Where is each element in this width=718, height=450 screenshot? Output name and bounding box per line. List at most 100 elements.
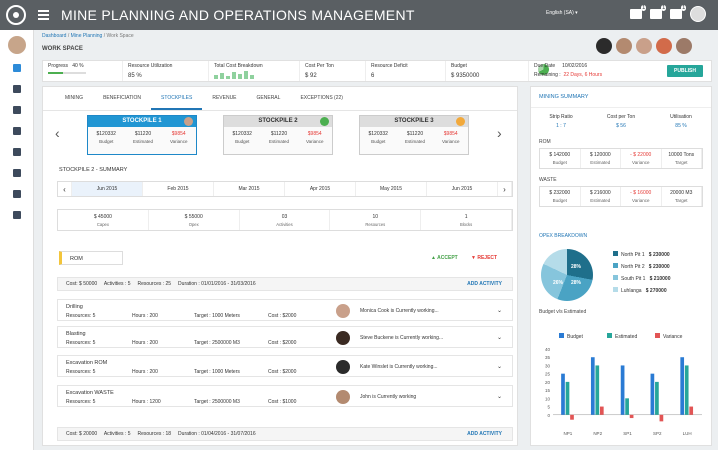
stockpile-card-1[interactable]: STOCKPILE 1 $120332 Budget $11220 Estimate… xyxy=(87,115,197,155)
month-item[interactable]: Apr 2015 xyxy=(285,182,356,196)
rom-label: ROM xyxy=(59,251,123,265)
activity-row[interactable]: Excavation WASTE Resources: 5 Hours : 12… xyxy=(57,385,513,407)
summary-metrics: Strip Ratio 1 : 7 Cost per Ton $ 56 Utilis… xyxy=(549,114,692,129)
budget-pie-icon xyxy=(538,64,549,75)
bar-estimated xyxy=(595,365,600,415)
gauge-icon[interactable] xyxy=(12,85,21,93)
month-prev-icon[interactable]: ‹ xyxy=(58,182,72,196)
avatar[interactable] xyxy=(656,38,672,54)
stockpile-card-3[interactable]: STOCKPILE 3 $120332 Budget $11220 Estimate… xyxy=(359,115,469,155)
alerts-icon[interactable]: 1 xyxy=(670,5,686,19)
activity-row[interactable]: Drilling Resources: 5 Hours : 200 Target… xyxy=(57,299,513,321)
menu-icon[interactable] xyxy=(38,8,49,22)
publish-button[interactable]: PUBLISH xyxy=(667,65,703,77)
y-tick-label: 40 xyxy=(545,347,551,352)
x-tick-label: NP2 xyxy=(593,431,602,436)
user-avatar[interactable] xyxy=(690,6,706,22)
kpi-capex: $ 45000 Capex xyxy=(58,210,149,230)
stockpile-card-2[interactable]: STOCKPILE 2 $120332 Budget $11220 Estimate… xyxy=(223,115,333,155)
tab-beneficiation[interactable]: BENEFICIATION xyxy=(103,95,142,101)
opex-title: OPEX BREAKDOWN xyxy=(539,233,588,239)
prev-arrow-icon[interactable]: ‹ xyxy=(55,125,60,141)
add-activity-button[interactable]: ADD ACTIVITY xyxy=(467,431,502,437)
legend-label: Budget xyxy=(567,334,583,340)
avatar[interactable] xyxy=(636,38,652,54)
y-tick-label: 5 xyxy=(547,405,550,410)
bar-budget xyxy=(680,357,685,415)
month-item[interactable]: Mar 2015 xyxy=(214,182,285,196)
budget-vs-estimated-chart: Budget Estimated Variance 40 35 30 25 20 15 10 5 0 N… xyxy=(545,333,702,436)
breadcrumb-dashboard[interactable]: Dashboard xyxy=(42,33,67,39)
stat-cost-breakdown: Total Cost Breakdown xyxy=(209,61,300,81)
stat-cost-per-ton: Cost Per Ton $ 92 xyxy=(300,61,366,81)
sidebar-avatar[interactable] xyxy=(7,36,26,54)
accept-button[interactable]: ▲ ACCEPT xyxy=(431,255,458,261)
messages-icon[interactable]: 1 xyxy=(630,5,646,19)
mining-summary-title: MINING SUMMARY xyxy=(531,87,711,108)
tab-revenue[interactable]: REVENUE xyxy=(212,95,237,101)
avatar xyxy=(184,117,193,126)
legend-label: Variance xyxy=(663,334,683,340)
chevron-down-icon[interactable]: ⌄ xyxy=(496,394,502,400)
stat-progress: Progress 40 % xyxy=(43,61,123,81)
avatar[interactable] xyxy=(596,38,612,54)
opex-legend-item: North Pit 2 $ 230000 xyxy=(613,263,670,270)
opex-legend-item: South Pit 1 $ 210000 xyxy=(613,275,671,282)
y-tick-label: 25 xyxy=(545,372,551,377)
opex-legend-item: North Pit 1 $ 230000 xyxy=(613,251,670,258)
kpi-strip: $ 45000 Capex $ 55000 Opex 03 Activities 10… xyxy=(57,209,513,231)
summary-title: STOCKPILE 2 - SUMMARY xyxy=(59,167,128,173)
list-icon[interactable] xyxy=(12,106,21,114)
month-next-icon[interactable]: › xyxy=(498,182,512,196)
avatar[interactable] xyxy=(616,38,632,54)
app-logo xyxy=(6,5,26,25)
tab-mining[interactable]: MINING xyxy=(65,95,84,101)
stat-due-date: Due Date 10/02/2016 Remaining : 22 Days,… xyxy=(529,61,711,81)
tab-stockpiles[interactable]: STOCKPILES xyxy=(151,87,203,110)
stat-resource-deficit: Resource Deficit 6 xyxy=(366,61,446,81)
month-item[interactable]: Jun 2015 xyxy=(427,182,498,196)
avatar[interactable] xyxy=(676,38,692,54)
month-item[interactable]: Feb 2015 xyxy=(143,182,214,196)
bar-variance xyxy=(570,414,574,420)
y-tick-label: 20 xyxy=(545,380,551,385)
chevron-down-icon[interactable]: ⌄ xyxy=(496,364,502,370)
month-item[interactable]: Jun 2015 xyxy=(72,182,143,196)
breadcrumb-mine-planning[interactable]: Mine Planning xyxy=(70,33,103,39)
add-activity-button[interactable]: ADD ACTIVITY xyxy=(467,281,502,287)
rocket-icon[interactable] xyxy=(12,169,21,177)
bar-variance xyxy=(629,414,634,419)
activity-row[interactable]: Excavation ROM Resources: 5 Hours : 200 … xyxy=(57,355,513,377)
settings-icon[interactable] xyxy=(12,211,21,219)
next-arrow-icon[interactable]: › xyxy=(497,125,502,141)
month-item[interactable]: May 2015 xyxy=(356,182,427,196)
legend-swatch xyxy=(655,333,660,338)
cost-mini-chart xyxy=(214,71,294,79)
mining-summary-panel: MINING SUMMARY Strip Ratio 1 : 7 Cost per… xyxy=(530,86,712,446)
x-tick-label: SP2 xyxy=(653,431,662,436)
bar-budget xyxy=(620,365,625,415)
sidebar xyxy=(0,30,34,450)
avatar xyxy=(336,331,350,345)
reject-button[interactable]: ▼ REJECT xyxy=(471,255,498,261)
y-tick-label: 15 xyxy=(545,388,551,393)
app-title: MINE PLANNING AND OPERATIONS MANAGEMENT xyxy=(61,7,415,23)
bar-estimated xyxy=(565,381,570,415)
activity-row[interactable]: Blasting Resources: 5 Hours : 200 Target… xyxy=(57,326,513,348)
legend-label: Estimated xyxy=(615,334,637,340)
stat-budget: Budget $ 9350000 xyxy=(446,61,549,81)
tab-exceptions[interactable]: EXCEPTIONS (22) xyxy=(300,95,343,101)
stats-bar: Progress 40 % Resource Utilization 85 % T… xyxy=(42,60,712,82)
dashboard-icon[interactable] xyxy=(12,64,21,72)
home-icon[interactable] xyxy=(12,127,21,135)
chevron-down-icon[interactable]: ⌄ xyxy=(496,308,502,314)
chart-icon[interactable] xyxy=(12,190,21,198)
tab-bar: MINING BENEFICIATION STOCKPILES REVENUE … xyxy=(43,87,517,111)
tab-general[interactable]: GENERAL xyxy=(256,95,281,101)
stat-utilization: Resource Utilization 85 % xyxy=(123,61,209,81)
legend-swatch xyxy=(559,333,564,338)
wrench-icon[interactable] xyxy=(12,148,21,156)
language-select[interactable]: English (SA) ▾ xyxy=(546,10,578,16)
chevron-down-icon[interactable]: ⌄ xyxy=(496,335,502,341)
notifications-icon[interactable]: 1 xyxy=(650,5,666,19)
